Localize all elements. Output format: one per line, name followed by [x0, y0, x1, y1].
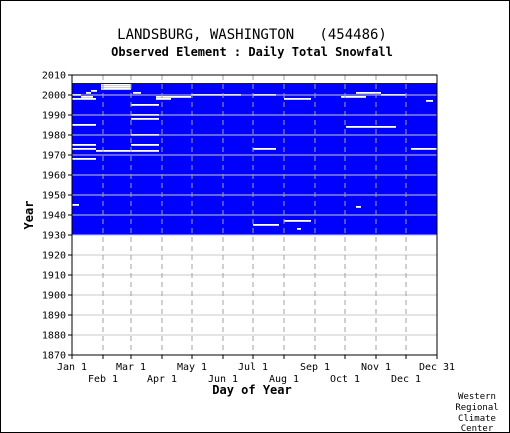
- x-tick-label: Dec 31: [419, 362, 455, 373]
- missing-segment: [91, 90, 97, 92]
- x-tick-label: Aug 1: [269, 374, 299, 385]
- x-tick-label: May 1: [177, 362, 207, 373]
- missing-segment: [131, 104, 159, 106]
- y-tick-label: 1910: [42, 271, 66, 282]
- missing-segment: [156, 96, 191, 98]
- missing-segment: [101, 88, 131, 90]
- missing-segment: [72, 124, 96, 126]
- missing-segment: [341, 96, 366, 98]
- x-tick-label: Oct 1: [330, 374, 360, 385]
- y-tick-label: 1950: [42, 191, 66, 202]
- credit-line-3: Climate: [458, 414, 496, 424]
- y-tick-label: 2010: [42, 71, 66, 82]
- missing-segment: [72, 204, 79, 206]
- missing-segment: [284, 220, 311, 222]
- missing-segment: [101, 84, 131, 86]
- y-tick-label: 1930: [42, 231, 66, 242]
- y-tick-label: 1920: [42, 251, 66, 262]
- x-tick-label: Dec 1: [391, 374, 421, 385]
- y-tick-label: 2000: [42, 91, 66, 102]
- credit-text: Western Regional Climate Center: [455, 392, 498, 433]
- missing-segment: [133, 92, 141, 94]
- missing-segment: [284, 98, 311, 100]
- missing-segment: [72, 158, 96, 160]
- credit-line-4: Center: [461, 424, 494, 433]
- missing-segment: [346, 126, 396, 128]
- x-tick-label: Jun 1: [208, 374, 238, 385]
- x-tick-label: Nov 1: [361, 362, 391, 373]
- missing-segment: [81, 96, 93, 98]
- missing-segment: [411, 148, 437, 150]
- missing-segment: [131, 150, 159, 152]
- x-tick-label: Sep 1: [300, 362, 330, 373]
- missing-segment: [72, 98, 96, 100]
- missing-segment: [131, 118, 159, 120]
- y-tick-label: 1990: [42, 111, 66, 122]
- axes: 1870 1880 1890 1900 1910 1920 1930 1940 1950 1960…: [42, 71, 455, 386]
- missing-segment: [356, 206, 361, 208]
- data-coverage-block: [72, 83, 437, 235]
- missing-segment: [131, 144, 159, 146]
- x-tick-label: Jul 1: [238, 362, 268, 373]
- y-tick-label: 1970: [42, 151, 66, 162]
- missing-segment: [72, 144, 96, 146]
- missing-segment: [426, 100, 433, 102]
- missing-segment: [156, 98, 171, 100]
- y-tick-label: 1900: [42, 291, 66, 302]
- plot-area: [72, 83, 437, 235]
- chart-subtitle: Observed Element : Daily Total Snowfall: [111, 45, 393, 59]
- missing-segment: [356, 92, 381, 94]
- y-tick-label: 1940: [42, 211, 66, 222]
- missing-segment: [253, 224, 279, 226]
- missing-segment: [72, 148, 96, 150]
- missing-segment: [86, 92, 91, 94]
- missing-segment: [253, 148, 276, 150]
- y-tick-label: 1890: [42, 311, 66, 322]
- x-axis-label: Day of Year: [212, 383, 291, 397]
- x-tick-label: Mar 1: [116, 362, 146, 373]
- y-tick-label: 1880: [42, 331, 66, 342]
- y-tick-label: 1870: [42, 351, 66, 362]
- chart-title: LANDSBURG, WASHINGTON (454486): [117, 27, 387, 43]
- x-tick-label: Apr 1: [147, 374, 177, 385]
- x-tick-label: Jan 1: [57, 362, 87, 373]
- y-tick-label: 1960: [42, 171, 66, 182]
- credit-line-1: Western: [458, 392, 496, 402]
- missing-segment: [96, 150, 131, 152]
- y-axis-label: Year: [22, 201, 36, 230]
- missing-segment: [101, 86, 131, 88]
- x-tick-label: Feb 1: [88, 374, 118, 385]
- credit-line-2: Regional: [455, 403, 498, 413]
- missing-segment: [297, 228, 301, 230]
- y-tick-label: 1980: [42, 131, 66, 142]
